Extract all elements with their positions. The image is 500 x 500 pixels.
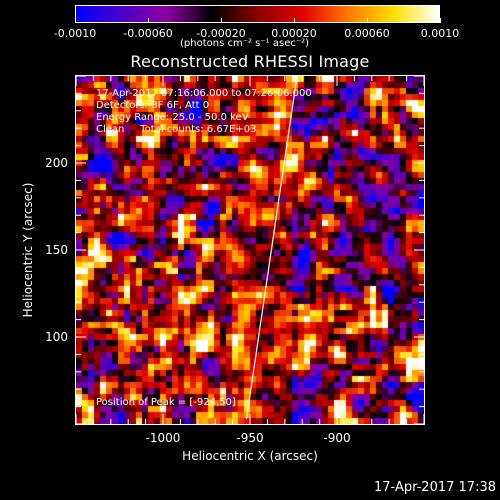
colorbar-tick-label: -0.00060	[123, 27, 173, 40]
x-tick-label: -950	[236, 431, 264, 445]
colorbar-tick-mark	[440, 18, 441, 23]
peak-position-label: Position of Peak = [-924,50]	[96, 397, 236, 408]
colorbar-tick-mark	[148, 18, 149, 23]
info-line-time: 17-Apr-2017 07:16:06.000 to 07:26:06.000	[96, 88, 312, 99]
plot-title: Reconstructed RHESSI Image	[130, 52, 370, 71]
colorbar-tick-mark	[75, 18, 76, 23]
colorbar	[75, 5, 440, 23]
x-tick-label: -1000	[145, 431, 181, 445]
y-ticks	[76, 76, 424, 424]
colorbar-units: (photons cm⁻² s⁻¹ asec⁻²)	[180, 38, 310, 49]
y-tick-label: 150	[45, 243, 68, 257]
info-line-energy: Energy Range: 25.0 - 50.0 keV	[96, 112, 249, 123]
footer-timestamp: 17-Apr-2017 17:38	[374, 480, 496, 495]
colorbar-tick-mark	[221, 18, 222, 23]
plot-area: 17-Apr-2017 07:16:06.000 to 07:26:06.000…	[75, 75, 425, 425]
x-axis-label: Heliocentric X (arcsec)	[182, 449, 318, 463]
colorbar-tick-label: -0.00020	[196, 27, 246, 40]
solar-limb-line	[245, 76, 298, 419]
colorbar-tick-label: 0.0010	[420, 27, 460, 40]
colorbar-tick-mark	[294, 18, 295, 23]
x-tick-label: -900	[323, 431, 351, 445]
x-ticks	[76, 76, 424, 424]
colorbar-tick-label: 0.00020	[271, 27, 317, 40]
heatmap-image	[76, 76, 424, 424]
info-line-counts: Clean Total counts: 6.67E+03	[96, 124, 257, 135]
y-tick-label: 100	[45, 330, 68, 344]
colorbar-tick-label: -0.0010	[53, 27, 97, 40]
y-axis-label: Heliocentric Y (arcsec)	[21, 182, 35, 318]
colorbar-tick-label: 0.00060	[344, 27, 390, 40]
y-tick-label: 200	[45, 156, 68, 170]
colorbar-gradient	[76, 6, 439, 22]
plot-overlay	[76, 76, 424, 424]
info-line-detectors: Detectors: 3F 6F, Att 0	[96, 100, 210, 111]
colorbar-tick-mark	[367, 18, 368, 23]
